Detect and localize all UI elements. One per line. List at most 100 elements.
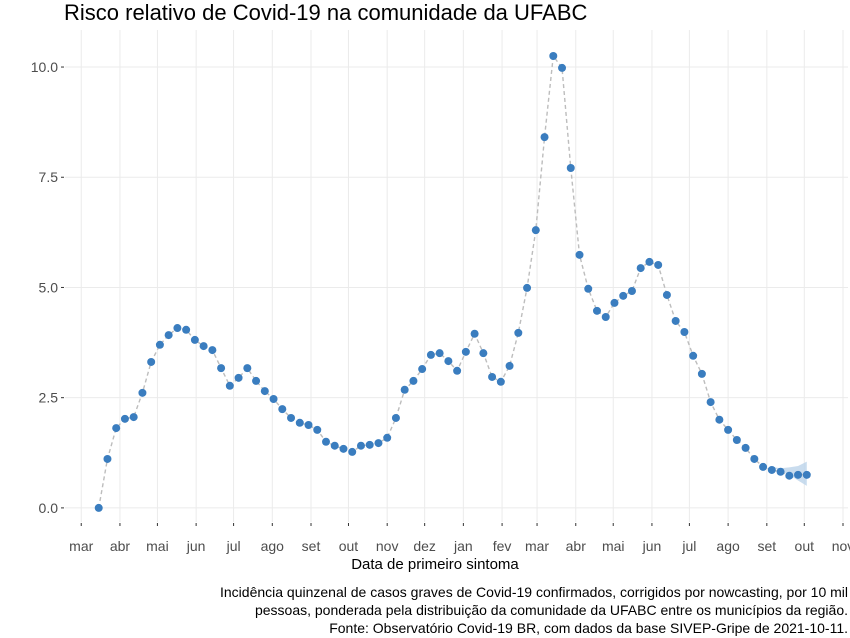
data-point xyxy=(794,470,803,479)
data-point xyxy=(575,250,584,259)
data-point xyxy=(313,425,322,434)
data-point xyxy=(724,425,733,434)
chart-caption: Incidência quinzenal de casos graves de … xyxy=(220,583,848,637)
data-point xyxy=(662,290,671,299)
data-point xyxy=(295,418,304,427)
data-point xyxy=(741,443,750,452)
data-point xyxy=(155,340,164,349)
data-point xyxy=(435,349,444,358)
data-point xyxy=(400,385,409,394)
data-point xyxy=(339,444,348,453)
data-point xyxy=(103,454,112,463)
y-tick-label: 2.5 xyxy=(39,390,59,406)
data-point xyxy=(243,364,252,373)
data-point xyxy=(260,387,269,396)
x-tick-label: dez xyxy=(413,538,436,554)
data-point xyxy=(278,405,287,414)
data-point xyxy=(759,462,768,471)
caption-line: pessoas, ponderada pela distribuição da … xyxy=(254,602,848,618)
data-point xyxy=(129,413,138,422)
data-point xyxy=(488,372,497,381)
data-point xyxy=(138,388,147,397)
data-point xyxy=(365,440,374,449)
x-tick-label: abr xyxy=(110,538,131,554)
data-point xyxy=(732,436,741,444)
data-point xyxy=(715,415,724,424)
x-tick-label: jul xyxy=(226,538,241,554)
data-point xyxy=(225,381,234,390)
data-point xyxy=(531,226,540,235)
chart-title: Risco relativo de Covid-19 na comunidade… xyxy=(64,0,588,25)
data-point xyxy=(426,350,435,359)
data-point xyxy=(689,351,698,360)
data-point xyxy=(112,424,121,433)
data-point xyxy=(479,349,488,358)
data-point xyxy=(461,347,470,356)
data-point xyxy=(505,361,514,370)
data-point xyxy=(706,398,715,407)
data-point xyxy=(391,413,400,422)
data-point xyxy=(199,342,208,351)
data-point xyxy=(540,133,549,142)
data-point xyxy=(785,471,794,480)
data-point xyxy=(182,325,191,334)
data-point xyxy=(409,376,418,385)
x-tick-label: abr xyxy=(566,538,587,554)
data-point xyxy=(619,291,628,300)
data-point xyxy=(356,441,365,450)
data-point xyxy=(523,283,532,292)
data-point xyxy=(514,328,523,337)
y-tick-label: 7.5 xyxy=(39,169,59,185)
x-tick-label: mar xyxy=(69,538,93,554)
x-tick-label: set xyxy=(302,538,321,554)
data-point xyxy=(348,447,357,456)
x-tick-label: nov xyxy=(376,538,399,554)
data-point xyxy=(627,286,636,295)
data-point xyxy=(645,257,654,266)
x-tick-label: mar xyxy=(525,538,549,554)
data-point xyxy=(444,357,453,366)
data-point xyxy=(601,313,610,321)
y-tick-label: 0.0 xyxy=(39,500,59,516)
data-point xyxy=(418,365,427,374)
data-point xyxy=(610,298,619,307)
x-tick-label: ago xyxy=(261,538,285,554)
x-tick-label: nov xyxy=(832,538,850,554)
data-point xyxy=(330,441,339,450)
data-point xyxy=(252,376,261,385)
data-point xyxy=(558,63,567,72)
data-point xyxy=(208,346,217,355)
data-point xyxy=(269,395,278,403)
data-point xyxy=(636,264,645,273)
data-point xyxy=(566,163,575,172)
data-point xyxy=(584,284,593,293)
data-point xyxy=(750,454,759,463)
x-tick-label: fev xyxy=(493,538,512,554)
series-line xyxy=(98,54,807,509)
data-point xyxy=(470,329,479,338)
data-point xyxy=(147,357,156,366)
x-axis-label: Data de primeiro sintoma xyxy=(351,556,519,573)
x-tick-label: out xyxy=(339,538,359,554)
x-tick-label: out xyxy=(795,538,815,554)
data-point xyxy=(234,373,243,382)
data-point xyxy=(164,331,173,340)
data-point xyxy=(287,413,296,422)
data-point xyxy=(496,377,505,386)
x-tick-label: mai xyxy=(602,538,625,554)
data-point xyxy=(383,433,392,442)
caption-line: Fonte: Observatório Covid-19 BR, com dad… xyxy=(329,620,848,636)
data-point xyxy=(173,324,182,333)
data-point xyxy=(94,503,103,512)
data-point xyxy=(304,421,313,430)
data-point xyxy=(592,306,601,315)
x-tick-label: jun xyxy=(186,538,206,554)
x-tick-label: set xyxy=(757,538,776,554)
data-point xyxy=(374,439,383,448)
y-tick-label: 5.0 xyxy=(39,279,59,295)
data-point xyxy=(549,52,558,61)
data-point xyxy=(654,260,663,269)
data-point xyxy=(697,369,706,378)
y-tick-label: 10.0 xyxy=(31,59,58,75)
